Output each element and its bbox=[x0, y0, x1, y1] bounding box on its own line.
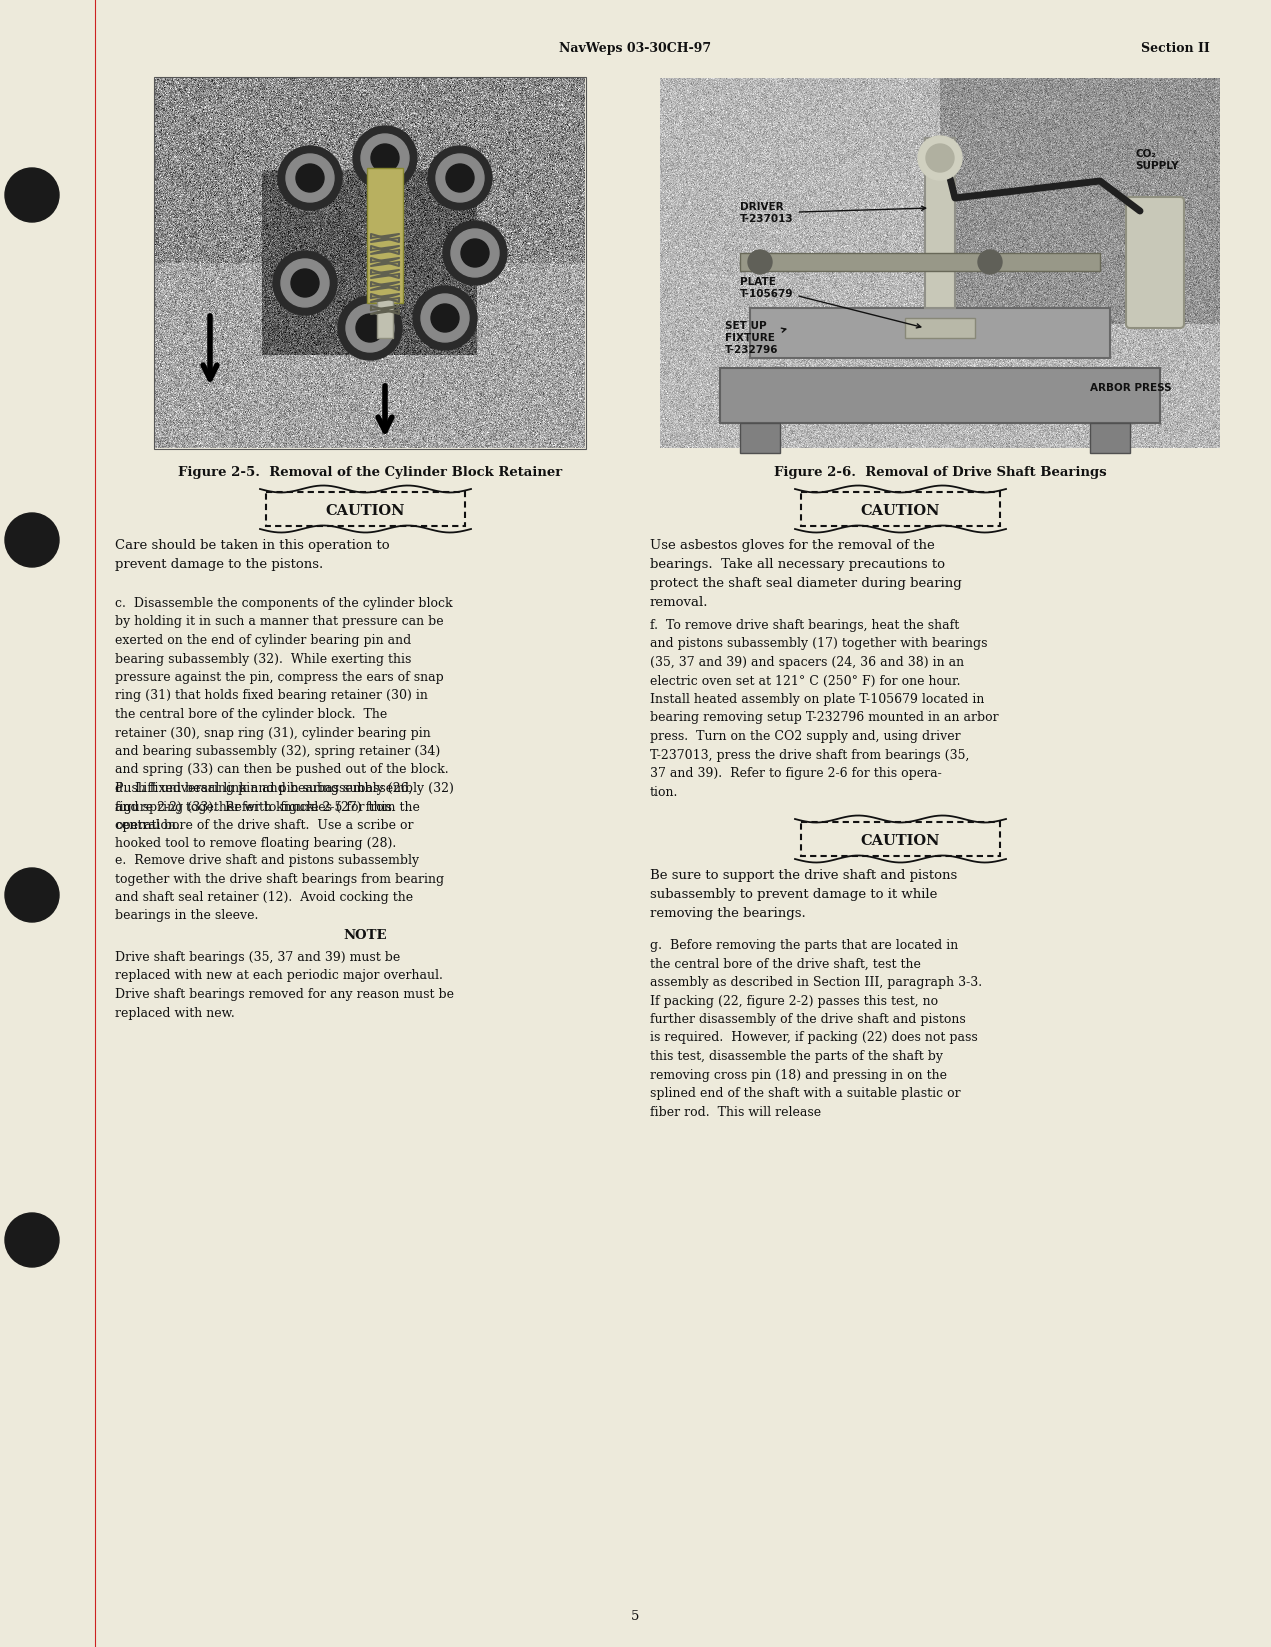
Circle shape bbox=[346, 305, 394, 352]
Text: Be sure to support the drive shaft and pistons
subassembly to prevent damage to : Be sure to support the drive shaft and p… bbox=[649, 870, 957, 921]
Circle shape bbox=[918, 137, 962, 180]
Text: CAUTION: CAUTION bbox=[860, 833, 939, 848]
Text: PLATE
T-105679: PLATE T-105679 bbox=[740, 277, 920, 328]
Text: Drive shaft bearings (35, 37 and 39) must be
replaced with new at each periodic : Drive shaft bearings (35, 37 and 39) mus… bbox=[114, 950, 454, 1019]
Text: d.  Lift universal link and pin subassembly (26,
figure 2-2) together with knuck: d. Lift universal link and pin subassemb… bbox=[114, 782, 419, 850]
Text: e.  Remove drive shaft and pistons subassembly
together with the drive shaft bea: e. Remove drive shaft and pistons subass… bbox=[114, 855, 444, 922]
Text: Section II: Section II bbox=[1141, 43, 1210, 54]
Text: SET UP
FIXTURE
T-232796: SET UP FIXTURE T-232796 bbox=[724, 321, 785, 354]
Text: g.  Before removing the parts that are located in
the central bore of the drive : g. Before removing the parts that are lo… bbox=[649, 939, 982, 1118]
Circle shape bbox=[413, 287, 477, 351]
Text: NOTE: NOTE bbox=[343, 929, 386, 942]
Circle shape bbox=[296, 165, 324, 193]
Circle shape bbox=[361, 133, 409, 183]
FancyBboxPatch shape bbox=[377, 298, 393, 338]
Circle shape bbox=[371, 143, 399, 171]
FancyBboxPatch shape bbox=[801, 492, 1000, 525]
Text: CAUTION: CAUTION bbox=[860, 504, 939, 519]
FancyBboxPatch shape bbox=[925, 138, 955, 308]
Text: c.  Disassemble the components of the cylinder block
by holding it in such a man: c. Disassemble the components of the cyl… bbox=[114, 596, 454, 832]
FancyBboxPatch shape bbox=[801, 822, 1000, 856]
Circle shape bbox=[273, 250, 337, 315]
Text: Figure 2-6.  Removal of Drive Shaft Bearings: Figure 2-6. Removal of Drive Shaft Beari… bbox=[774, 466, 1106, 479]
Circle shape bbox=[428, 147, 492, 211]
Text: DRIVER
T-237013: DRIVER T-237013 bbox=[740, 203, 925, 224]
Text: Use asbestos gloves for the removal of the
bearings.  Take all necessary precaut: Use asbestos gloves for the removal of t… bbox=[649, 539, 962, 609]
FancyBboxPatch shape bbox=[750, 308, 1110, 357]
Circle shape bbox=[338, 296, 402, 361]
Circle shape bbox=[461, 239, 489, 267]
Circle shape bbox=[353, 127, 417, 189]
Circle shape bbox=[749, 250, 771, 273]
Text: CAUTION: CAUTION bbox=[325, 504, 404, 519]
FancyBboxPatch shape bbox=[1126, 198, 1185, 328]
Text: Care should be taken in this operation to
prevent damage to the pistons.: Care should be taken in this operation t… bbox=[114, 539, 390, 572]
FancyBboxPatch shape bbox=[740, 423, 780, 453]
Circle shape bbox=[431, 305, 459, 333]
Text: Figure 2-5.  Removal of the Cylinder Block Retainer: Figure 2-5. Removal of the Cylinder Bloc… bbox=[178, 466, 562, 479]
Circle shape bbox=[291, 268, 319, 296]
Text: 5: 5 bbox=[630, 1611, 639, 1622]
Circle shape bbox=[278, 147, 342, 211]
FancyBboxPatch shape bbox=[266, 492, 465, 525]
Circle shape bbox=[5, 168, 58, 222]
Circle shape bbox=[446, 165, 474, 193]
Circle shape bbox=[436, 155, 484, 203]
Circle shape bbox=[5, 512, 58, 567]
FancyBboxPatch shape bbox=[905, 318, 975, 338]
FancyBboxPatch shape bbox=[740, 254, 1099, 272]
Text: ARBOR PRESS: ARBOR PRESS bbox=[1091, 384, 1172, 394]
FancyBboxPatch shape bbox=[719, 367, 1160, 423]
Text: f.  To remove drive shaft bearings, heat the shaft
and pistons subassembly (17) : f. To remove drive shaft bearings, heat … bbox=[649, 619, 999, 799]
Text: NavWeps 03-30CH-97: NavWeps 03-30CH-97 bbox=[559, 43, 710, 54]
Text: CO₂
SUPPLY: CO₂ SUPPLY bbox=[1135, 150, 1178, 171]
FancyBboxPatch shape bbox=[367, 168, 403, 303]
Circle shape bbox=[5, 1212, 58, 1267]
Circle shape bbox=[286, 155, 334, 203]
Circle shape bbox=[5, 868, 58, 922]
Circle shape bbox=[927, 143, 955, 171]
Circle shape bbox=[281, 259, 329, 306]
Circle shape bbox=[421, 295, 469, 343]
Circle shape bbox=[356, 315, 384, 343]
Circle shape bbox=[977, 250, 1002, 273]
FancyBboxPatch shape bbox=[1091, 423, 1130, 453]
Circle shape bbox=[451, 229, 500, 277]
Circle shape bbox=[444, 221, 507, 285]
